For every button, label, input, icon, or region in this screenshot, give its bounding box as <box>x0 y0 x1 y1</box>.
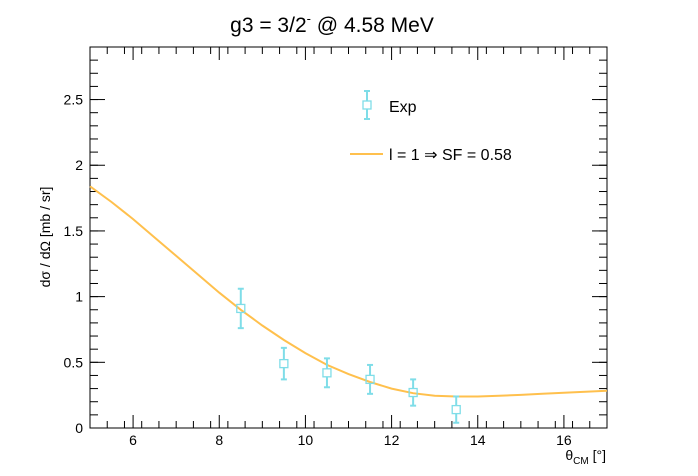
y-tick-label: 1.5 <box>64 223 84 239</box>
data-point <box>451 404 461 415</box>
legend-exp-label: Exp <box>389 99 417 116</box>
x-axis-label-subscript: CM <box>573 456 589 467</box>
curve-layer <box>89 185 608 398</box>
x-tick-label: 8 <box>215 432 223 448</box>
axis-ticks: 6 8 10 12 14 16 0 0.5 1 1.5 2 2.5 <box>64 46 608 448</box>
x-tick-label: 12 <box>384 432 400 448</box>
y-axis-label: dσ / dΩ [mb / sr] <box>37 187 53 288</box>
data-point <box>236 303 246 314</box>
legend: Exp l = 1 ⇒ SF = 0.58 <box>350 90 512 164</box>
x-axis-label: θCM [°] <box>565 447 606 467</box>
chart-title: g3 = 3/2- @ 4.58 MeV <box>230 11 434 37</box>
y-tick-label: 0.5 <box>64 354 84 370</box>
x-tick-label: 14 <box>470 432 486 448</box>
y-tick-label: 1 <box>75 289 83 305</box>
chart-title-tail: @ 4.58 MeV <box>311 14 434 37</box>
y-tick-label: 2 <box>75 157 83 173</box>
legend-fit-label: l = 1 ⇒ SF = 0.58 <box>389 147 512 164</box>
chart-title-main: g3 = 3/2 <box>230 14 306 37</box>
x-axis-label-unit: [°] <box>589 447 606 463</box>
data-point <box>322 368 332 378</box>
y-tick-label: 2.5 <box>64 92 84 108</box>
x-tick-label: 16 <box>556 432 572 448</box>
legend-exp-marker <box>362 90 372 120</box>
fit-curve-line <box>89 185 608 398</box>
data-point <box>408 387 418 398</box>
x-axis-label-main: θ <box>565 447 573 463</box>
y-tick-label: 0 <box>75 420 83 436</box>
x-tick-label: 10 <box>298 432 314 448</box>
x-tick-label: 6 <box>129 432 137 448</box>
points-layer <box>236 287 461 424</box>
data-point <box>365 374 375 385</box>
data-point <box>279 358 289 369</box>
plot-frame <box>89 46 608 429</box>
chart-title-superscript: - <box>307 11 311 26</box>
legend-square-marker <box>362 100 372 110</box>
